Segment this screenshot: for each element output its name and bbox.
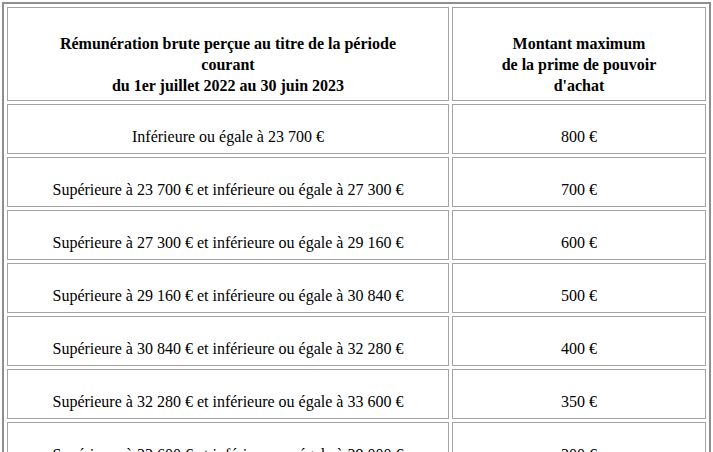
remuneration-prime-table: Rémunération brute perçue au titre de la… — [2, 2, 711, 452]
table-row: Inférieure ou égale à 23 700 € 800 € — [7, 104, 706, 154]
bracket-cell: Supérieure à 32 280 € et inférieure ou é… — [7, 369, 449, 419]
amount-cell: 350 € — [452, 369, 706, 419]
table-row: Supérieure à 30 840 € et inférieure ou é… — [7, 316, 706, 366]
amount-cell: 800 € — [452, 104, 706, 154]
amount-cell: 700 € — [452, 157, 706, 207]
table-body: Inférieure ou égale à 23 700 € 800 € Sup… — [7, 104, 706, 452]
amount-cell: 600 € — [452, 210, 706, 260]
table-row: Supérieure à 23 700 € et inférieure ou é… — [7, 157, 706, 207]
amount-cell: 300 € — [452, 422, 706, 452]
table-row: Supérieure à 33 600 € et inférieure ou é… — [7, 422, 706, 452]
header-remuneration-periode: Rémunération brute perçue au titre de la… — [7, 7, 449, 101]
table-row: Supérieure à 29 160 € et inférieure ou é… — [7, 263, 706, 313]
header-montant-maximum-prime: Montant maximum de la prime de pouvoir d… — [452, 7, 706, 101]
header-row: Rémunération brute perçue au titre de la… — [7, 7, 706, 101]
document-page: Rémunération brute perçue au titre de la… — [0, 0, 713, 452]
table-row: Supérieure à 27 300 € et inférieure ou é… — [7, 210, 706, 260]
amount-cell: 500 € — [452, 263, 706, 313]
bracket-cell: Supérieure à 23 700 € et inférieure ou é… — [7, 157, 449, 207]
bracket-cell: Supérieure à 27 300 € et inférieure ou é… — [7, 210, 449, 260]
amount-cell: 400 € — [452, 316, 706, 366]
table-row: Supérieure à 32 280 € et inférieure ou é… — [7, 369, 706, 419]
bracket-cell: Supérieure à 30 840 € et inférieure ou é… — [7, 316, 449, 366]
bracket-cell: Inférieure ou égale à 23 700 € — [7, 104, 449, 154]
bracket-cell: Supérieure à 33 600 € et inférieure ou é… — [7, 422, 449, 452]
table-header: Rémunération brute perçue au titre de la… — [7, 7, 706, 101]
bracket-cell: Supérieure à 29 160 € et inférieure ou é… — [7, 263, 449, 313]
